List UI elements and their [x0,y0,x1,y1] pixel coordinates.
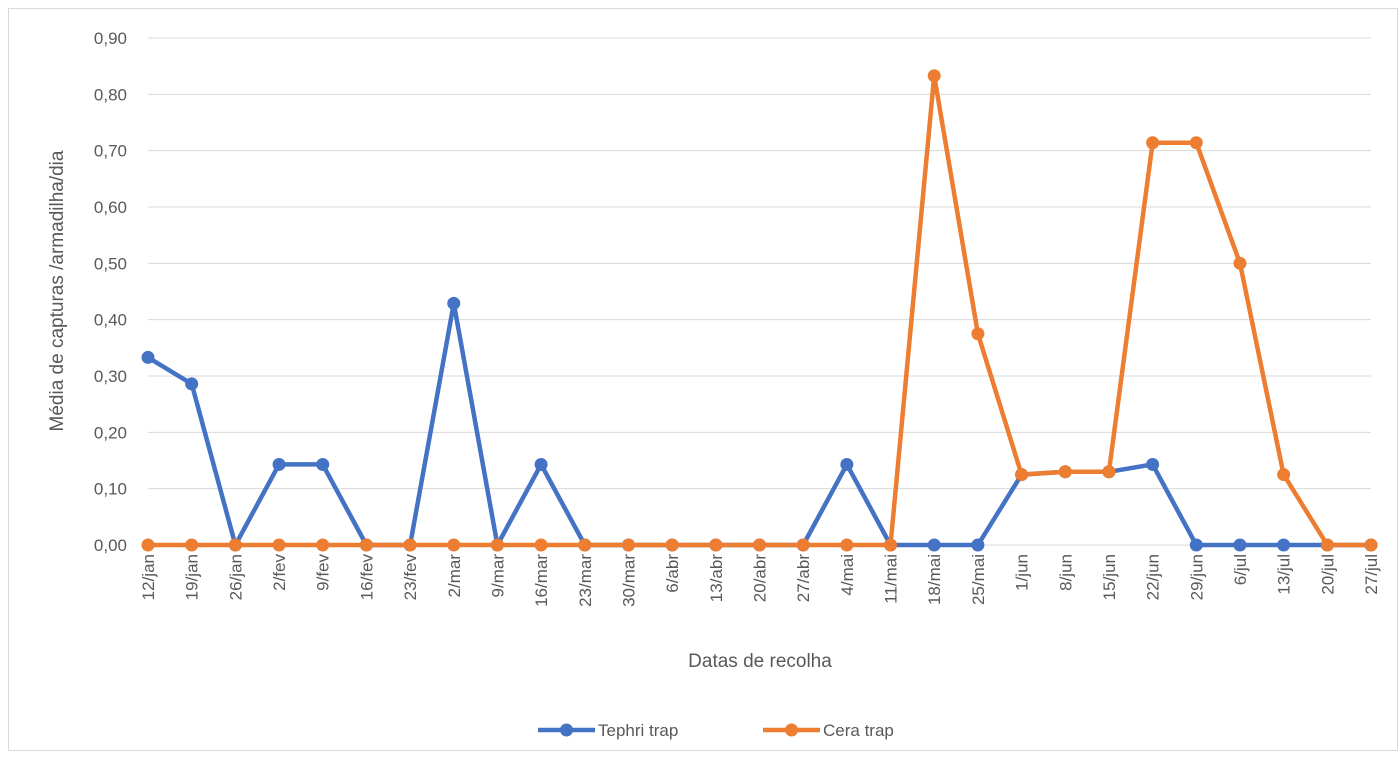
x-tick-label: 2/fev [270,554,289,591]
y-tick-label: 0,80 [94,85,127,104]
x-tick-label: 13/jul [1275,554,1294,595]
x-tick-label: 6/abr [663,554,682,593]
data-point [534,457,548,471]
x-tick-label: 1/jun [1013,554,1032,591]
x-tick-label: 2/mar [445,554,464,598]
x-tick-label: 20/abr [751,554,770,603]
legend-item: Cera trap [763,721,894,740]
series-cera-trap [141,69,1378,552]
data-point [1277,538,1291,552]
data-point [709,538,723,552]
data-point [753,538,766,552]
data-point [840,457,854,471]
data-point [1146,136,1160,150]
legend-label: Cera trap [823,721,894,740]
data-point [971,538,985,552]
data-point [665,538,679,552]
series-layer [141,69,1378,552]
y-tick-label: 0,90 [94,29,127,48]
data-point [185,538,199,552]
gridlines [148,37,1371,546]
data-point [1189,538,1203,552]
data-point [927,69,941,83]
data-point [1102,465,1116,479]
x-axis-title: Datas de recolha [688,651,832,672]
data-point [403,538,417,552]
data-point [447,296,461,310]
x-tick-label: 27/abr [794,554,813,603]
data-point [1364,538,1378,552]
y-tick-label: 0,50 [94,254,127,273]
legend-swatch-marker [560,723,573,737]
y-tick-label: 0,00 [94,536,127,555]
data-point [1146,457,1160,471]
data-point [141,538,155,552]
data-point [1233,538,1247,552]
x-tick-label: 27/jul [1362,554,1381,595]
y-tick-label: 0,70 [94,142,127,161]
x-tick-label: 29/jun [1187,554,1206,600]
y-axis-ticks: 0,00 0,10 0,20 0,30 0,40 0,50 0,60 0,70 0,80 0,90 [94,29,127,555]
x-tick-label: 18/mai [925,554,944,605]
x-tick-label: 4/mai [838,554,857,596]
x-tick-label: 6/jul [1231,554,1250,585]
x-tick-label: 11/mai [882,554,901,604]
y-tick-label: 0,10 [94,480,127,499]
data-point [447,538,461,552]
x-tick-label: 30/mar [619,554,638,607]
legend-label: Tephri trap [598,721,678,740]
y-tick-label: 0,20 [94,423,127,442]
data-point [534,538,548,552]
data-point [927,538,941,552]
data-point [185,377,199,391]
legend-swatch-marker [785,723,798,737]
data-point [1189,136,1203,150]
y-tick-label: 0,60 [94,198,127,217]
data-point [316,457,330,471]
data-point [1320,538,1334,552]
x-tick-label: 26/jan [226,554,245,600]
data-point [578,538,592,552]
x-tick-label: 9/fev [314,554,333,591]
x-tick-label: 23/mar [576,554,595,607]
x-tick-label: 22/jun [1144,554,1163,600]
x-tick-label: 12/jan [139,554,158,600]
data-point [796,538,810,552]
data-point [1233,256,1247,270]
data-point [1058,465,1072,479]
data-point [228,538,242,552]
data-point [621,538,635,552]
x-tick-label: 23/fev [401,554,420,601]
y-tick-label: 0,30 [94,367,127,386]
x-tick-label: 20/jul [1318,554,1337,595]
data-point [1015,468,1029,482]
x-tick-label: 8/jun [1056,554,1075,591]
legend-item: Tephri trap [538,721,678,740]
data-point [272,538,286,552]
data-point [884,538,898,552]
legend: Tephri trap Cera trap [538,721,894,740]
data-point [840,538,854,552]
data-point [1277,468,1291,482]
x-tick-label: 16/mar [532,554,551,607]
x-axis-ticks: 12/jan 19/jan 26/jan 2/fev 9/fev 16/fev 23/fev… [139,554,1381,607]
data-point [359,538,373,552]
x-tick-label: 15/jun [1100,554,1119,600]
chart-border [8,8,1398,751]
x-tick-label: 25/mai [969,554,988,605]
x-tick-label: 16/fev [357,554,376,601]
y-axis-title: Média de capturas /armadilha/dia [47,150,68,431]
x-tick-label: 19/jan [183,554,202,600]
y-tick-label: 0,40 [94,311,127,330]
data-point [141,350,155,364]
data-point [971,327,985,341]
data-point [272,457,286,471]
data-point [316,538,330,552]
x-tick-label: 13/abr [707,554,726,603]
x-tick-label: 9/mar [488,554,507,598]
data-point [490,538,504,552]
